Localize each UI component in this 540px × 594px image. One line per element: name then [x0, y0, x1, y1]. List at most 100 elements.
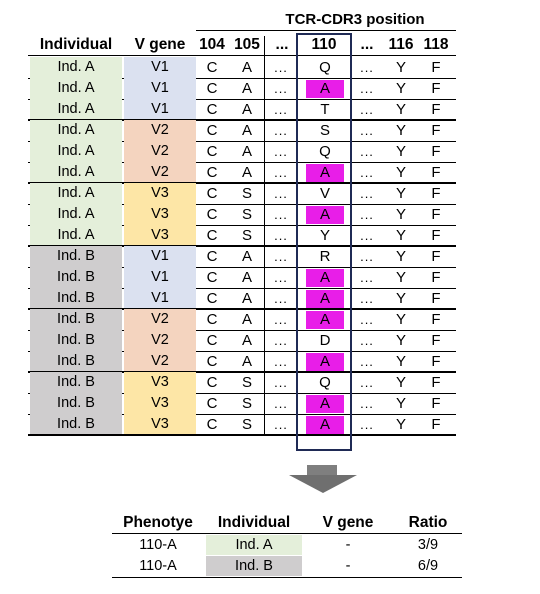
vgene-cell: V1 [124, 99, 196, 120]
highlighted-residue-cell: A [306, 269, 344, 287]
cell-116: Y [395, 59, 406, 76]
group-separator [28, 245, 456, 247]
cell-104: C [206, 416, 218, 433]
cell-118: F [431, 206, 441, 223]
individual-cell: Ind. A [30, 78, 122, 99]
vgene-cell: V3 [124, 204, 196, 225]
cell-118: F [431, 332, 441, 349]
cell-110: S [319, 122, 330, 139]
individual-cell: Ind. A [30, 204, 122, 225]
vgene-cell: V1 [124, 246, 196, 267]
summary-phenotype-cell: 110-A [139, 558, 177, 574]
cell-118: F [431, 80, 441, 97]
row-separator [28, 162, 456, 163]
individual-cell: Ind. B [30, 267, 122, 288]
cell-116: Y [395, 143, 406, 160]
cell-dots-2: ... [360, 396, 374, 411]
cell-105: A [241, 164, 252, 181]
cdr3-header-underline [196, 30, 456, 31]
summary-header-ratio: Ratio [408, 514, 448, 531]
cell-118: F [431, 164, 441, 181]
cell-116: Y [395, 353, 406, 370]
cell-118: F [431, 269, 441, 286]
cell-104: C [206, 248, 218, 265]
individual-cell: Ind. A [30, 162, 122, 183]
individual-cell: Ind. B [30, 309, 122, 330]
highlighted-residue-cell: A [306, 311, 344, 329]
cell-118: F [431, 311, 441, 328]
cell-118: F [431, 290, 441, 307]
col-header-104: 104 [199, 36, 225, 53]
cell-105: A [241, 143, 252, 160]
cell-105: A [241, 59, 252, 76]
row-separator [28, 414, 456, 415]
cell-105: A [241, 248, 252, 265]
highlighted-residue-cell: A [306, 353, 344, 371]
cell-118: F [431, 143, 441, 160]
cell-dots-1: ... [274, 312, 288, 327]
row-separator [28, 99, 456, 100]
cell-104: C [206, 311, 218, 328]
highlighted-residue-cell: A [306, 80, 344, 98]
cell-dots-1: ... [274, 102, 288, 117]
highlighted-residue-cell: A [306, 416, 344, 434]
row-separator [28, 351, 456, 352]
cell-dots-1: ... [274, 60, 288, 75]
vgene-cell: V2 [124, 162, 196, 183]
cell-110: R [319, 248, 331, 265]
cell-116: Y [395, 185, 406, 202]
cell-104: C [206, 332, 218, 349]
cell-105: S [241, 416, 252, 433]
cell-116: Y [395, 269, 406, 286]
cell-116: Y [395, 122, 406, 139]
row-separator [28, 393, 456, 394]
col-header-dots-1: ... [275, 36, 289, 53]
position-110-box [296, 33, 352, 451]
cell-104: C [206, 143, 218, 160]
cell-118: F [431, 101, 441, 118]
cell-dots-1: ... [274, 186, 288, 201]
cell-116: Y [395, 395, 406, 412]
cell-118: F [431, 59, 441, 76]
cell-dots-2: ... [360, 354, 374, 369]
cell-dots-1: ... [274, 417, 288, 432]
cell-dots-1: ... [274, 354, 288, 369]
row-separator [28, 225, 456, 226]
cell-110: T [320, 101, 330, 118]
cell-104: C [206, 80, 218, 97]
cell-110: Y [319, 227, 330, 244]
cell-dots-1: ... [274, 123, 288, 138]
cell-dots-2: ... [360, 312, 374, 327]
summary-vgene-cell: - [345, 537, 351, 553]
cell-dots-2: ... [360, 270, 374, 285]
cell-105: A [241, 101, 252, 118]
cell-dots-2: ... [360, 417, 374, 432]
cell-105: S [241, 227, 252, 244]
cell-118: F [431, 248, 441, 265]
column-divider [264, 36, 265, 435]
cell-104: C [206, 101, 218, 118]
cell-dots-1: ... [274, 249, 288, 264]
individual-cell: Ind. B [30, 393, 122, 414]
individual-cell: Ind. B [30, 330, 122, 351]
cdr3-position-header: TCR-CDR3 position [285, 11, 425, 28]
vgene-cell: V1 [124, 267, 196, 288]
vgene-cell: V3 [124, 225, 196, 246]
individual-cell: Ind. B [30, 372, 122, 393]
cell-116: Y [395, 248, 406, 265]
cell-118: F [431, 353, 441, 370]
col-header-vgene: V gene [134, 36, 186, 53]
cell-104: C [206, 227, 218, 244]
individual-cell: Ind. B [30, 351, 122, 372]
cell-105: A [241, 290, 252, 307]
individual-cell: Ind. A [30, 183, 122, 204]
vgene-cell: V2 [124, 351, 196, 372]
down-arrow-icon [289, 465, 357, 493]
col-header-dots-2: ... [360, 36, 374, 53]
header-rule [28, 55, 456, 56]
cell-dots-1: ... [274, 333, 288, 348]
cell-dots-2: ... [360, 375, 374, 390]
cell-dots-2: ... [360, 144, 374, 159]
vgene-cell: V2 [124, 120, 196, 141]
cell-104: C [206, 374, 218, 391]
